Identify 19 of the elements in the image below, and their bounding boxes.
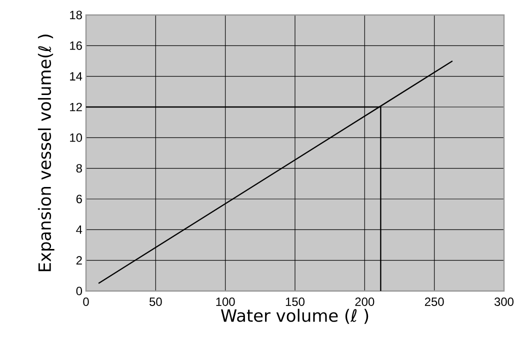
- x-tick-label: 300: [494, 298, 514, 306]
- y-tick-label: 10: [70, 133, 82, 142]
- y-tick-label: 14: [70, 72, 82, 80]
- y-tick-label: 6: [76, 194, 82, 204]
- y-axis-title: Expansion vessel volume(ℓ ): [38, 34, 54, 272]
- x-tick-label: 200: [355, 298, 374, 306]
- y-tick-label: 4: [76, 226, 82, 234]
- y-tick-label: 8: [76, 164, 82, 173]
- x-tick-label: 250: [424, 298, 444, 306]
- x-axis-title: Water volume (ℓ ): [220, 308, 368, 324]
- y-tick-label: 16: [70, 41, 82, 50]
- y-tick-label: 0: [76, 286, 82, 296]
- y-tick-label: 2: [76, 256, 82, 265]
- x-tick-label: 100: [216, 298, 235, 306]
- x-tick-label: 150: [286, 298, 305, 306]
- x-tick-label: 0: [83, 298, 89, 306]
- x-tick-label: 50: [150, 298, 162, 306]
- y-tick-label: 18: [70, 10, 82, 20]
- y-tick-label: 12: [70, 102, 82, 112]
